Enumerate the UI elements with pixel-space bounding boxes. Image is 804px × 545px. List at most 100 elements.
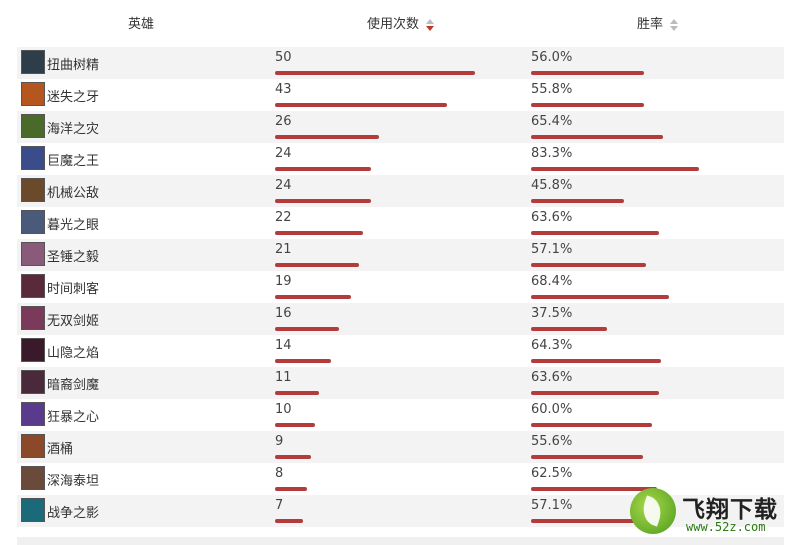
usage-count: 7 [275, 498, 284, 513]
hero-name: 酒桶 [47, 442, 74, 457]
hero-avatar-icon [21, 370, 45, 394]
hero-avatar-icon [21, 498, 45, 522]
winrate-value: 55.8% [531, 82, 573, 97]
usage-bar [275, 71, 475, 75]
hero-name: 扭曲树精 [47, 58, 100, 73]
usage-bar [275, 263, 359, 267]
hero-name: 无双剑姬 [47, 314, 100, 329]
usage-column-header[interactable]: 使用次数 [367, 13, 435, 32]
table-row: 机械公敌 24 45.8% [17, 175, 784, 207]
winrate-bar [531, 167, 699, 171]
usage-count: 21 [275, 242, 292, 257]
table-row: 暮光之眼 22 63.6% [17, 207, 784, 239]
hero-avatar-icon [21, 338, 45, 362]
hero-name: 狂暴之心 [47, 410, 100, 425]
usage-bar [275, 103, 447, 107]
hero-avatar-icon [21, 434, 45, 458]
hero-stats-table: 扭曲树精 50 56.0% 迷失之牙 43 55.8% 海洋之灾 26 65.4% 巨魔之王 24 8… [17, 47, 784, 527]
usage-bar [275, 455, 311, 459]
table-row: 圣锤之毅 21 57.1% [17, 239, 784, 271]
hero-column-header: 英雄 [128, 13, 154, 32]
hero-name: 深海泰坦 [47, 474, 100, 489]
hero-avatar-icon [21, 402, 45, 426]
table-row: 酒桶 9 55.6% [17, 431, 784, 463]
usage-count: 14 [275, 338, 292, 353]
hero-name: 迷失之牙 [47, 90, 100, 105]
hero-avatar-icon [21, 274, 45, 298]
usage-count: 26 [275, 114, 292, 129]
winrate-bar [531, 327, 607, 331]
hero-avatar-icon [21, 82, 45, 106]
sort-arrows-icon[interactable] [426, 18, 435, 31]
winrate-value: 55.6% [531, 434, 573, 449]
winrate-bar [531, 423, 652, 427]
hero-avatar-icon [21, 50, 45, 74]
winrate-value: 64.3% [531, 338, 573, 353]
usage-count: 16 [275, 306, 292, 321]
winrate-bar [531, 135, 663, 139]
winrate-bar [531, 359, 661, 363]
table-row: 暗裔剑魔 11 63.6% [17, 367, 784, 399]
table-row: 扭曲树精 50 56.0% [17, 47, 784, 79]
hero-avatar-icon [21, 178, 45, 202]
usage-bar [275, 199, 371, 203]
winrate-bar [531, 519, 646, 523]
usage-count: 9 [275, 434, 284, 449]
usage-bar [275, 295, 351, 299]
usage-bar [275, 391, 319, 395]
winrate-bar [531, 455, 643, 459]
winrate-bar [531, 487, 657, 491]
table-row: 无双剑姬 16 37.5% [17, 303, 784, 335]
usage-count: 24 [275, 146, 292, 161]
usage-bar [275, 423, 315, 427]
hero-name: 机械公敌 [47, 186, 100, 201]
usage-bar [275, 231, 363, 235]
table-row: 深海泰坦 8 62.5% [17, 463, 784, 495]
hero-avatar-icon [21, 242, 45, 266]
usage-bar [275, 135, 379, 139]
usage-bar [275, 519, 303, 523]
winrate-column-label[interactable]: 胜率 [637, 17, 664, 32]
usage-bar [275, 487, 307, 491]
winrate-value: 57.1% [531, 498, 573, 513]
watermark-url: www.52z.com [686, 520, 766, 534]
winrate-value: 57.1% [531, 242, 573, 257]
winrate-bar [531, 391, 659, 395]
winrate-bar [531, 103, 644, 107]
hero-name: 海洋之灾 [47, 122, 100, 137]
usage-count: 10 [275, 402, 292, 417]
usage-bar [275, 167, 371, 171]
usage-count: 8 [275, 466, 284, 481]
winrate-column-header[interactable]: 胜率 [637, 13, 679, 32]
watermark-logo: 飞翔下载 www.52z.com [630, 488, 798, 540]
winrate-value: 63.6% [531, 370, 573, 385]
watermark-brand: 飞翔下载 [682, 497, 778, 523]
usage-count: 19 [275, 274, 292, 289]
usage-bar [275, 327, 339, 331]
winrate-value: 68.4% [531, 274, 573, 289]
usage-column-label[interactable]: 使用次数 [367, 17, 420, 32]
winrate-bar [531, 71, 644, 75]
hero-name: 暮光之眼 [47, 218, 100, 233]
winrate-value: 83.3% [531, 146, 573, 161]
table-footer [17, 537, 784, 545]
usage-count: 22 [275, 210, 292, 225]
leaf-logo-icon [630, 488, 676, 534]
hero-name: 山隐之焰 [47, 346, 100, 361]
hero-name: 战争之影 [47, 506, 100, 521]
hero-avatar-icon [21, 210, 45, 234]
table-row: 狂暴之心 10 60.0% [17, 399, 784, 431]
hero-name: 巨魔之王 [47, 154, 100, 169]
usage-count: 11 [275, 370, 292, 385]
winrate-value: 45.8% [531, 178, 573, 193]
winrate-value: 63.6% [531, 210, 573, 225]
usage-count: 24 [275, 178, 292, 193]
hero-name: 暗裔剑魔 [47, 378, 100, 393]
winrate-value: 62.5% [531, 466, 573, 481]
hero-avatar-icon [21, 466, 45, 490]
winrate-value: 37.5% [531, 306, 573, 321]
hero-avatar-icon [21, 306, 45, 330]
sort-arrows-icon[interactable] [670, 18, 679, 31]
hero-avatar-icon [21, 114, 45, 138]
table-row: 山隐之焰 14 64.3% [17, 335, 784, 367]
